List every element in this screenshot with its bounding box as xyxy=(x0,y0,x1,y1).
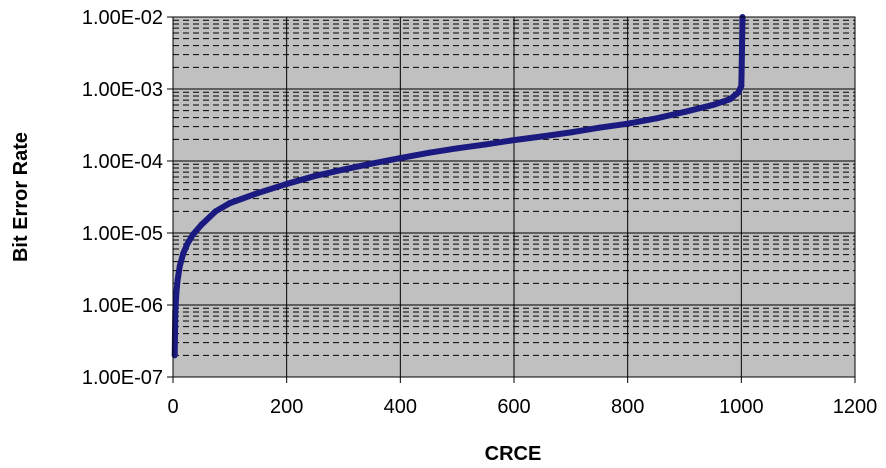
data-point xyxy=(283,180,290,187)
data-point xyxy=(189,231,196,238)
x-tick-label: 200 xyxy=(270,396,303,418)
y-tick-label: 1.00E-04 xyxy=(82,151,163,173)
data-point xyxy=(176,262,183,269)
data-point xyxy=(226,200,233,207)
data-point xyxy=(425,149,432,156)
y-tick-label: 1.00E-06 xyxy=(82,295,163,317)
data-point xyxy=(596,124,603,131)
data-point xyxy=(454,145,461,152)
data-point xyxy=(738,83,745,90)
x-axis-title: CRCE xyxy=(485,443,542,465)
y-axis-title: Bit Error Rate xyxy=(10,132,32,262)
y-tick-label: 1.00E-02 xyxy=(82,7,163,29)
data-point xyxy=(340,166,347,173)
x-tick-label: 600 xyxy=(497,396,530,418)
x-tick-label: 400 xyxy=(384,396,417,418)
data-point xyxy=(726,96,733,103)
data-point xyxy=(624,120,631,127)
data-point xyxy=(567,129,574,136)
data-point xyxy=(653,115,660,122)
data-point xyxy=(511,137,517,144)
y-tick-label: 1.00E-05 xyxy=(82,223,163,245)
data-point xyxy=(180,250,187,257)
data-point xyxy=(738,51,745,58)
data-point xyxy=(539,133,546,140)
x-tick-label: 1200 xyxy=(833,396,878,418)
data-point xyxy=(198,221,205,228)
x-tick-label: 0 xyxy=(167,396,178,418)
y-tick-label: 1.00E-07 xyxy=(82,367,163,389)
data-point xyxy=(709,101,716,108)
data-point xyxy=(255,189,262,196)
data-point xyxy=(173,289,180,296)
data-point xyxy=(212,208,219,215)
x-tick-label: 1000 xyxy=(719,396,764,418)
data-point xyxy=(368,160,375,167)
data-point xyxy=(397,155,404,162)
data-point xyxy=(735,89,742,96)
x-tick-label: 800 xyxy=(611,396,644,418)
y-tick-label: 1.00E-03 xyxy=(82,79,163,101)
data-point xyxy=(172,308,179,315)
data-point xyxy=(312,172,319,179)
data-point xyxy=(174,277,181,284)
data-point xyxy=(681,108,688,115)
data-point xyxy=(184,241,191,248)
data-point xyxy=(482,141,489,148)
